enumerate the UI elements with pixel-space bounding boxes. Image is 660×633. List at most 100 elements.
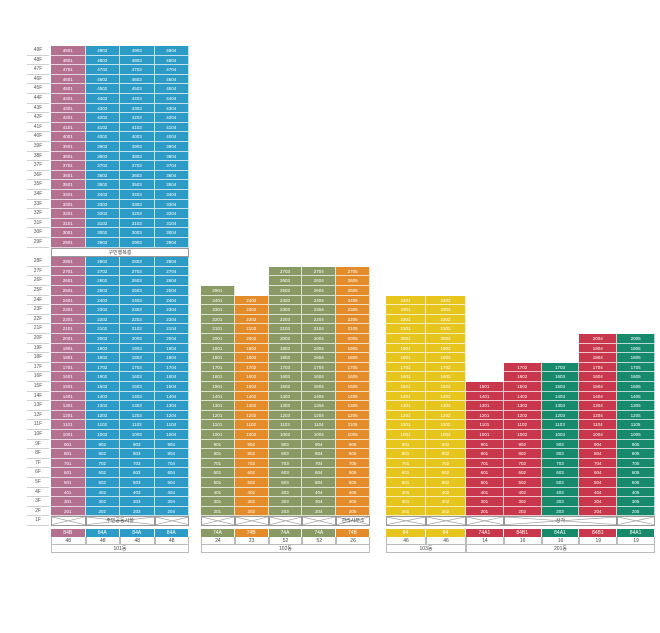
unit-cell[interactable]: 2503 xyxy=(268,286,303,296)
unit-cell[interactable]: 702 xyxy=(234,458,269,469)
unit-cell[interactable]: 2002 xyxy=(234,334,269,344)
unit-cell[interactable]: 1104 xyxy=(579,420,618,430)
unit-cell[interactable]: 1202 xyxy=(234,410,269,421)
unit-cell[interactable]: 401 xyxy=(201,487,235,498)
unit-cell[interactable]: 901 xyxy=(386,439,426,450)
unit-cell[interactable]: 4004 xyxy=(154,132,189,142)
unit-cell[interactable]: 603 xyxy=(268,468,303,478)
unit-cell[interactable]: 1904 xyxy=(579,343,618,354)
unit-cell[interactable]: 1601 xyxy=(51,372,86,382)
unit-cell[interactable]: 2403 xyxy=(120,295,155,306)
unit-cell[interactable]: 1602 xyxy=(234,372,269,382)
unit-cell[interactable]: 4804 xyxy=(154,55,189,66)
unit-cell[interactable]: 1504 xyxy=(302,382,337,392)
unit-cell[interactable]: 904 xyxy=(579,439,618,450)
unit-cell[interactable]: 301 xyxy=(201,497,235,507)
unit-cell[interactable]: 403 xyxy=(268,487,303,498)
unit-cell[interactable]: 3004 xyxy=(154,228,189,238)
unit-cell[interactable]: 705 xyxy=(336,458,370,469)
unit-cell[interactable]: 2502 xyxy=(85,286,120,296)
unit-cell[interactable]: 301 xyxy=(51,497,86,507)
unit-cell[interactable]: 3404 xyxy=(154,190,189,200)
unit-cell[interactable]: 1101 xyxy=(466,420,504,430)
unit-cell[interactable]: 303 xyxy=(120,497,155,507)
unit-cell[interactable]: 1802 xyxy=(426,353,466,363)
unit-cell[interactable]: 905 xyxy=(617,439,655,450)
unit-cell[interactable]: 1801 xyxy=(201,353,235,363)
unit-cell[interactable]: 1902 xyxy=(426,343,466,354)
unit-cell[interactable]: 1902 xyxy=(85,343,120,354)
unit-cell[interactable]: 4901 xyxy=(51,46,86,56)
unit-cell[interactable]: 701 xyxy=(466,458,504,469)
unit-cell[interactable]: 2105 xyxy=(336,324,370,334)
unit-cell[interactable]: 2004 xyxy=(302,334,337,344)
unit-cell[interactable]: 1904 xyxy=(154,343,189,354)
unit-cell[interactable]: 4604 xyxy=(154,74,189,85)
unit-cell[interactable]: 603 xyxy=(541,468,580,478)
unit-cell[interactable]: 1003 xyxy=(541,430,580,440)
unit-cell[interactable]: 3104 xyxy=(154,218,189,229)
unit-cell[interactable]: 902 xyxy=(85,439,120,450)
unit-cell[interactable]: 4402 xyxy=(85,94,120,104)
unit-cell[interactable]: 3103 xyxy=(120,218,155,229)
unit-cell[interactable]: 3603 xyxy=(120,170,155,181)
unit-cell[interactable]: 1402 xyxy=(85,391,120,402)
unit-cell[interactable]: 2003 xyxy=(268,334,303,344)
unit-cell[interactable]: 503 xyxy=(268,478,303,488)
unit-cell[interactable]: 4401 xyxy=(51,94,86,104)
unit-cell[interactable]: 2201 xyxy=(386,314,426,325)
unit-cell[interactable]: 1304 xyxy=(579,401,618,411)
unit-cell[interactable]: 1505 xyxy=(336,382,370,392)
unit-cell[interactable]: 1404 xyxy=(154,391,189,402)
unit-cell[interactable]: 405 xyxy=(617,487,655,498)
unit-cell[interactable]: 1901 xyxy=(386,343,426,354)
unit-cell[interactable]: 1505 xyxy=(617,382,655,392)
unit-cell[interactable]: 3804 xyxy=(154,151,189,162)
unit-cell[interactable]: 802 xyxy=(426,449,466,459)
unit-cell[interactable]: 1203 xyxy=(541,410,580,421)
unit-cell[interactable]: 401 xyxy=(466,487,504,498)
unit-cell[interactable]: 4301 xyxy=(51,103,86,114)
unit-cell[interactable]: 804 xyxy=(579,449,618,459)
unit-cell[interactable]: 602 xyxy=(234,468,269,478)
unit-cell[interactable]: 801 xyxy=(386,449,426,459)
unit-cell[interactable]: 1302 xyxy=(234,401,269,411)
unit-cell[interactable]: 1704 xyxy=(154,362,189,373)
unit-cell[interactable]: 2104 xyxy=(154,324,189,334)
unit-cell[interactable]: 2402 xyxy=(426,295,466,306)
unit-cell[interactable]: 4103 xyxy=(120,122,155,133)
unit-cell[interactable]: 1001 xyxy=(51,430,86,440)
unit-cell[interactable]: 902 xyxy=(234,439,269,450)
unit-cell[interactable]: 4403 xyxy=(120,94,155,104)
unit-cell[interactable]: 1103 xyxy=(541,420,580,430)
unit-cell[interactable]: 2302 xyxy=(426,305,466,315)
unit-cell[interactable]: 3701 xyxy=(51,161,86,171)
unit-cell[interactable]: 2204 xyxy=(154,314,189,325)
unit-cell[interactable]: 1404 xyxy=(579,391,618,402)
unit-cell[interactable]: 1305 xyxy=(336,401,370,411)
unit-cell[interactable]: 4601 xyxy=(51,74,86,85)
unit-cell[interactable]: 1901 xyxy=(201,343,235,354)
unit-cell[interactable]: 3504 xyxy=(154,180,189,190)
unit-cell[interactable]: 2404 xyxy=(154,295,189,306)
unit-cell[interactable]: 1803 xyxy=(120,353,155,363)
unit-cell[interactable]: 303 xyxy=(541,497,580,507)
unit-cell[interactable]: 901 xyxy=(201,439,235,450)
unit-cell[interactable]: 1204 xyxy=(579,410,618,421)
unit-cell[interactable]: 201 xyxy=(51,506,86,517)
unit-cell[interactable]: 1701 xyxy=(386,362,426,373)
unit-cell[interactable]: 903 xyxy=(268,439,303,450)
unit-cell[interactable]: 2902 xyxy=(85,238,120,248)
unit-cell[interactable]: 3801 xyxy=(51,151,86,162)
unit-cell[interactable]: 3102 xyxy=(85,218,120,229)
unit-cell[interactable]: 2202 xyxy=(426,314,466,325)
unit-cell[interactable]: 2803 xyxy=(120,257,155,267)
unit-cell[interactable]: 2303 xyxy=(120,305,155,315)
unit-cell[interactable]: 1302 xyxy=(503,401,542,411)
unit-cell[interactable]: 902 xyxy=(503,439,542,450)
unit-cell[interactable]: 1501 xyxy=(466,382,504,392)
unit-cell[interactable]: 602 xyxy=(503,468,542,478)
unit-cell[interactable]: 2304 xyxy=(154,305,189,315)
unit-cell[interactable]: 4104 xyxy=(154,122,189,133)
unit-cell[interactable]: 1704 xyxy=(302,362,337,373)
